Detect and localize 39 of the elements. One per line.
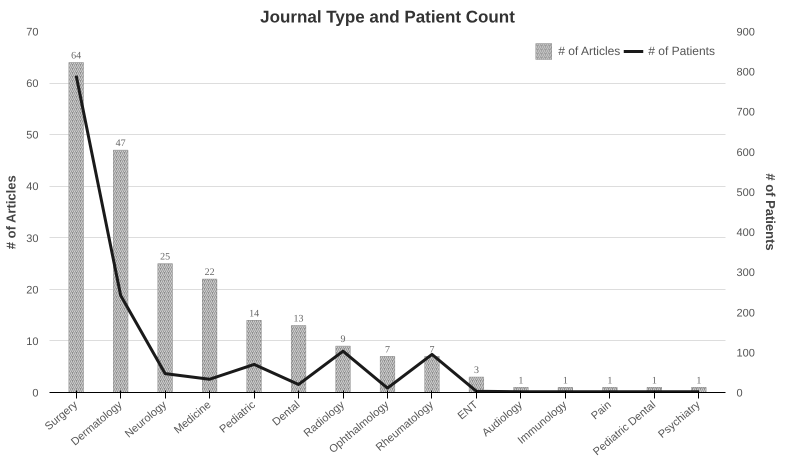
y2-tick-label: 300 (736, 267, 755, 280)
y2-tick-label: 600 (736, 146, 755, 159)
y-tick-label: 60 (26, 78, 39, 90)
y-tick-label: 10 (26, 336, 39, 348)
y2-tick-label: 700 (736, 106, 755, 119)
legend-label: # of Articles (558, 44, 620, 58)
data-label: 1 (696, 375, 702, 386)
chart-title: Journal Type and Patient Count (260, 8, 516, 26)
legend-label: # of Patients (648, 44, 715, 58)
data-label: 7 (385, 344, 390, 356)
data-label: 1 (607, 375, 612, 386)
data-label: 7 (429, 344, 434, 356)
data-label: 3 (474, 365, 479, 376)
data-label: 47 (116, 138, 126, 150)
data-label: 1 (562, 375, 568, 386)
y-tick-label: 20 (26, 284, 39, 296)
y-tick-label: 70 (26, 26, 39, 38)
y2-tick-label: 900 (736, 26, 755, 38)
data-label: 1 (652, 375, 657, 386)
y-tick-label: 0 (32, 388, 39, 400)
y-axis-title: # of Articles (3, 175, 18, 250)
data-label: 13 (294, 313, 304, 324)
data-label: 9 (340, 334, 346, 346)
y-tick-label: 50 (26, 130, 39, 142)
data-label: 22 (204, 267, 215, 278)
y2-tick-label: 500 (736, 186, 755, 199)
y-tick-label: 30 (26, 232, 39, 245)
y2-tick-label: 100 (736, 347, 755, 360)
y2-tick-label: 400 (736, 227, 755, 240)
y2-axis-title: # of Patients (762, 173, 778, 251)
data-label: 1 (518, 375, 524, 386)
data-label: 64 (71, 50, 82, 62)
y2-tick-label: 0 (736, 388, 743, 400)
y-tick-label: 40 (26, 181, 39, 194)
y2-tick-label: 200 (736, 307, 755, 320)
x-tick-label: Pain (589, 398, 614, 422)
data-label: 14 (249, 308, 260, 320)
data-label: 25 (160, 252, 170, 263)
y2-tick-label: 800 (736, 66, 755, 79)
